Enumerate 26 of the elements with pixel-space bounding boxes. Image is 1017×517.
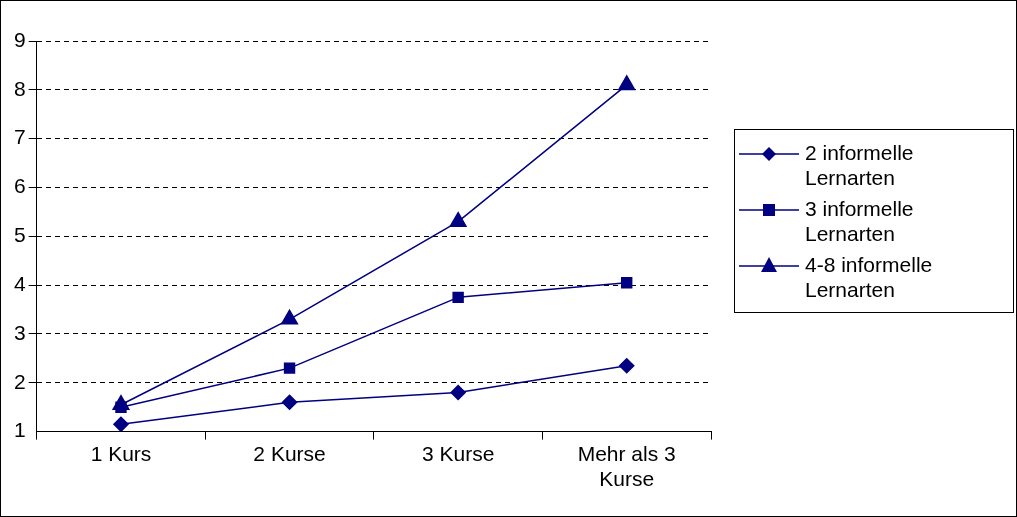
y-tick-label: 8 [13,76,26,100]
y-tick-label: 6 [13,174,26,198]
y-tick-label: 9 [13,27,26,51]
point [449,211,467,227]
x-tick-label: 3 Kurse [421,442,495,465]
y-tick-label: 3 [13,320,26,344]
x-tick-label: Mehr als 3 Kurse [577,442,676,491]
legend-label: 2 informelle Lernarten [805,140,915,190]
point [281,309,299,325]
y-tick-label: 2 [13,369,26,393]
point [621,276,633,289]
y-tick-label: 1 [13,418,26,442]
point [450,384,466,401]
point [618,357,635,374]
point [113,416,129,432]
y-tick-label: 7 [13,125,26,149]
point [281,394,298,411]
point [618,75,636,91]
y-tick-label: 5 [13,223,26,247]
legend-label: 3 informelle Lernarten [805,196,915,246]
x-tick-label: 1 Kurs [90,442,152,465]
y-tick-label: 4 [13,271,26,295]
x-tick-label: 2 Kurse [253,442,326,465]
point [452,291,464,304]
point [283,362,296,374]
legend-label: 4-8 informelle Lernarten [805,252,934,302]
